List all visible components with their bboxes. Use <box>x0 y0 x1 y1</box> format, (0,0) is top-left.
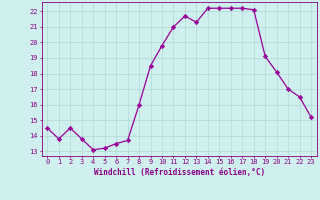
X-axis label: Windchill (Refroidissement éolien,°C): Windchill (Refroidissement éolien,°C) <box>94 168 265 177</box>
